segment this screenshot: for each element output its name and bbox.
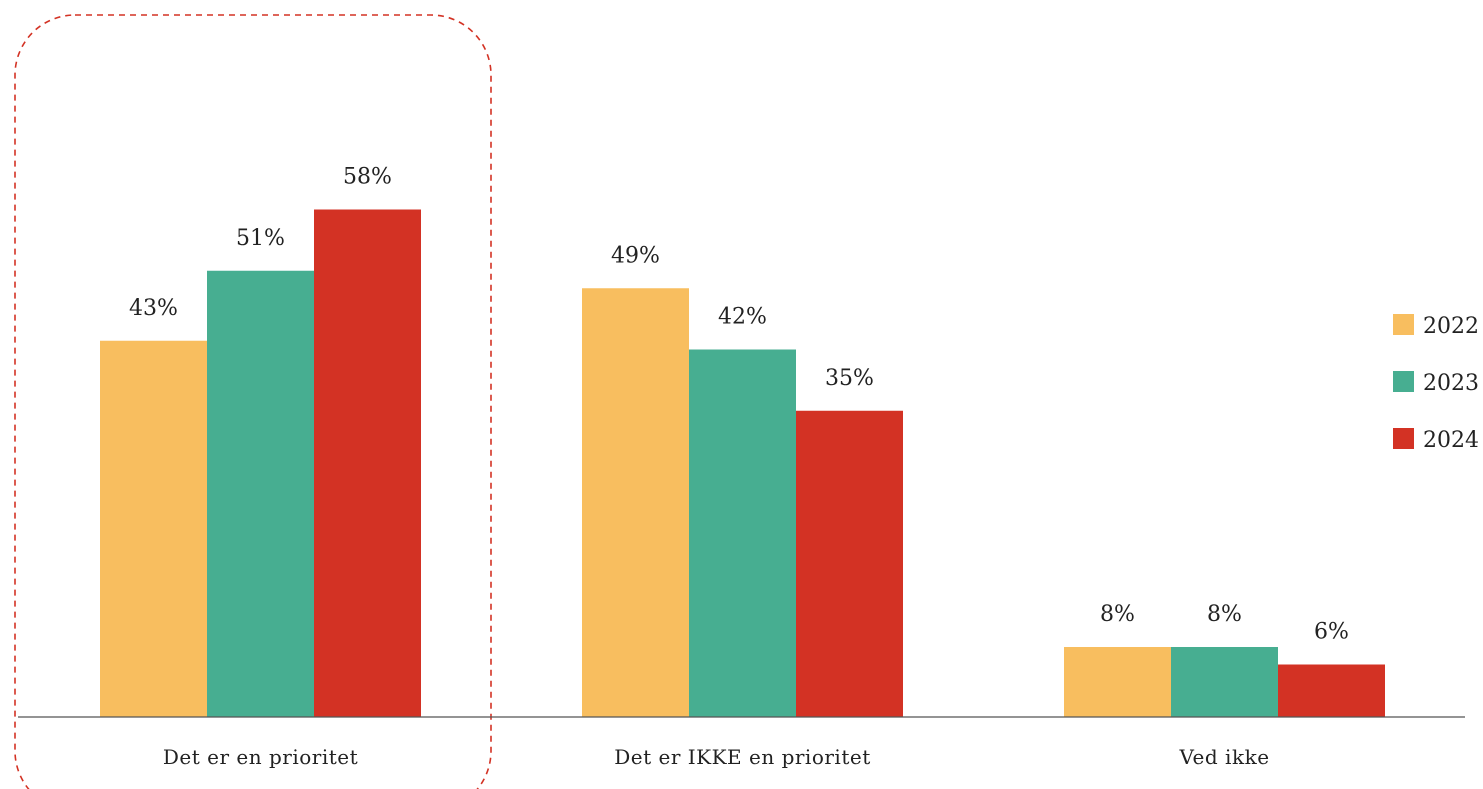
value-label-2023-1: 51% [236,226,285,251]
legend-label-2024: 2024 [1423,428,1479,453]
bar-2024-1 [314,209,421,717]
bar-2022-2 [582,288,689,717]
bar-2022-3 [1064,647,1171,717]
bar-2024-3 [1278,664,1385,717]
value-label-2022-3: 8% [1100,602,1135,627]
value-labels-group: 43% 51% 58% 49% 42% 35% 8% 8% 6% [129,165,1349,645]
value-label-2024-3: 6% [1314,620,1349,645]
value-label-2024-1: 58% [343,165,392,190]
bar-2022-1 [100,340,207,717]
legend-swatch-2024 [1393,428,1414,449]
category-labels-group: Det er en prioritet Det er IKKE en priori… [163,745,1269,769]
bar-2023-3 [1171,647,1278,717]
category-label-1: Det er en prioritet [163,745,358,769]
bar-2023-1 [207,270,314,717]
value-label-2023-2: 42% [718,305,767,330]
value-label-2024-2: 35% [825,366,874,391]
bars-group [100,209,1385,717]
legend-swatch-2022 [1393,314,1414,335]
legend-label-2022: 2022 [1423,314,1479,339]
category-label-2: Det er IKKE en prioritet [614,745,871,769]
legend-swatch-2023 [1393,371,1414,392]
bar-2024-2 [796,410,903,717]
category-label-3: Ved ikke [1178,745,1269,769]
value-label-2022-1: 43% [129,296,178,321]
value-label-2023-3: 8% [1207,602,1242,627]
legend-label-2023: 2023 [1423,371,1479,396]
bar-2023-2 [689,349,796,717]
value-label-2022-2: 49% [611,243,660,268]
highlight-box [14,14,492,789]
legend: 2022 2023 2024 [1393,314,1479,453]
